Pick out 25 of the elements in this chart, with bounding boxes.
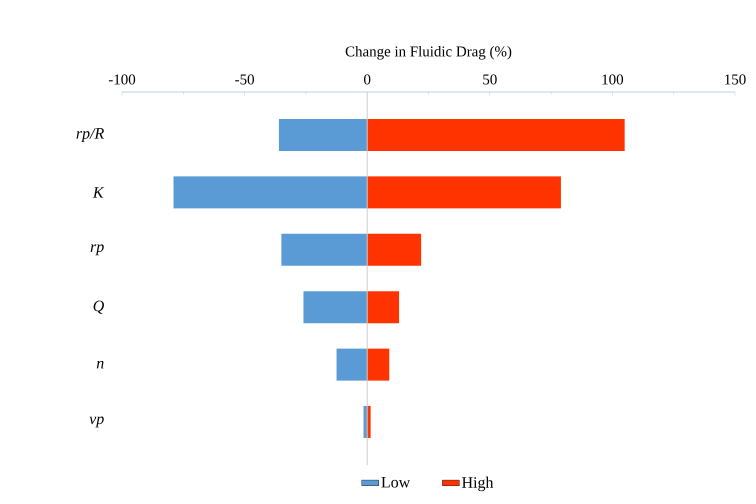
x-tick-label: 50: [483, 74, 497, 84]
x-tick-label: 0: [364, 74, 370, 84]
x-tick-label: -50: [235, 74, 254, 84]
bar: [367, 176, 561, 208]
x-axis-title: Change in Fluidic Drag (%): [346, 46, 512, 60]
y-tick-label: n: [96, 360, 104, 368]
bar: [367, 291, 400, 324]
y-tick-label: vp: [89, 416, 104, 428]
legend-label: Low: [381, 476, 410, 488]
bar: [278, 119, 368, 152]
bar: [336, 348, 368, 381]
bar: [173, 176, 368, 208]
y-tick-label: rp/R: [76, 128, 104, 142]
y-tick-label: Q: [94, 300, 104, 314]
bar: [367, 348, 390, 381]
legend-label: High: [462, 476, 494, 492]
x-tick-label: 150: [725, 74, 746, 84]
bar: [281, 234, 368, 266]
bar: [367, 234, 422, 266]
x-tick-label: -100: [108, 74, 136, 84]
y-tick-label: rp: [90, 244, 104, 256]
x-tick-label: 100: [602, 74, 624, 84]
bar: [303, 291, 368, 324]
y-tick-label: K: [92, 187, 104, 198]
bar: [367, 119, 625, 152]
